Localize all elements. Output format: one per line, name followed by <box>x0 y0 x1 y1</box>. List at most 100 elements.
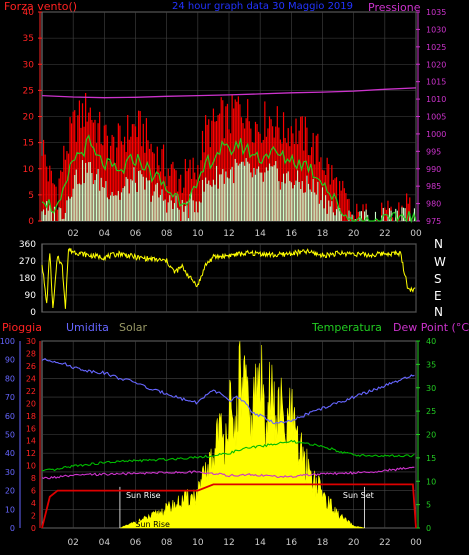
wind-y-tick-label: 40 <box>23 8 35 18</box>
rain-y-tick-label: 26 <box>26 362 36 371</box>
rain-line <box>41 483 417 529</box>
rain-y-tick-label: 4 <box>31 499 36 508</box>
wind-y-tick-label: 10 <box>23 165 35 175</box>
temperature-y-tick-label: 0 <box>426 524 431 533</box>
humidity-axis-label: Umidita <box>66 321 109 334</box>
humidity-y-tick-label: 30 <box>5 468 15 477</box>
climate-x-tick-label: 22 <box>379 538 390 548</box>
pressure-y-tick-label: 990 <box>426 165 441 174</box>
climate-x-tick-label: 10 <box>192 538 204 548</box>
wind-y-tick-label: 20 <box>23 113 35 123</box>
humidity-y-tick-label: 10 <box>5 505 15 514</box>
rain-y-tick-label: 18 <box>26 412 36 421</box>
humidity-y-tick-label: 70 <box>5 393 15 402</box>
humidity-y-tick-label: 100 <box>0 337 15 346</box>
pressure-y-tick-label: 1000 <box>426 130 446 139</box>
dewpoint-line <box>41 466 415 480</box>
rain-y-tick-label: 24 <box>26 374 36 383</box>
rain-y-tick-label: 16 <box>26 424 36 433</box>
rain-y-tick-label: 2 <box>31 512 36 521</box>
humidity-y-tick-label: 80 <box>5 374 15 383</box>
wind-y-tick-label: 15 <box>23 139 34 149</box>
climate-x-tick-label: 20 <box>348 538 360 548</box>
direction-y-tick-label: 360 <box>19 240 36 250</box>
wind-x-tick-label: 08 <box>161 229 173 239</box>
wind-x-tick-label: 00 <box>410 229 422 239</box>
wind-x-tick-label: 22 <box>379 229 390 239</box>
humidity-y-tick-label: 20 <box>5 487 15 496</box>
wind-x-tick-label: 20 <box>348 229 360 239</box>
climate-x-tick-label: 04 <box>99 538 111 548</box>
climate-x-tick-label: 08 <box>161 538 173 548</box>
sunset-annotation: Sun Set <box>343 491 374 500</box>
pressure-y-tick-label: 1035 <box>426 8 446 17</box>
temperature-y-tick-label: 15 <box>426 454 436 463</box>
rain-y-tick-label: 22 <box>26 387 36 396</box>
wind-direction-line <box>41 247 416 309</box>
temperature-y-tick-label: 30 <box>426 384 436 393</box>
climate-x-tick-label: 06 <box>130 538 142 548</box>
temperature-line <box>41 439 415 472</box>
temperature-y-tick-label: 25 <box>426 407 436 416</box>
sunrise-annotation: Sun Rise <box>126 491 161 500</box>
wind-y-tick-label: 25 <box>23 86 34 96</box>
chart-title: 24 hour graph data 30 Maggio 2019 <box>172 1 353 12</box>
wind-x-tick-label: 10 <box>192 229 204 239</box>
wind-y-tick-label: 0 <box>28 217 34 227</box>
rain-y-tick-label: 14 <box>26 437 36 446</box>
direction-y-tick-label: 180 <box>19 274 36 284</box>
rain-y-tick-label: 6 <box>31 487 36 496</box>
climate-x-tick-label: 14 <box>254 538 266 548</box>
climate-x-tick-label: 16 <box>286 538 298 548</box>
pressure-axis-label: Pressione <box>368 1 421 14</box>
pressure-line <box>41 87 417 99</box>
pressure-y-tick-label: 1025 <box>426 43 446 52</box>
rain-y-tick-label: 0 <box>31 524 36 533</box>
climate-x-tick-label: 00 <box>410 538 422 548</box>
rain-y-tick-label: 10 <box>26 462 36 471</box>
pressure-y-tick-label: 975 <box>426 217 441 226</box>
rain-y-tick-label: 12 <box>26 449 36 458</box>
pressure-y-tick-label: 1020 <box>426 60 446 69</box>
wind-x-tick-label: 06 <box>130 229 142 239</box>
wind-x-tick-label: 14 <box>254 229 266 239</box>
direction-y-tick-label: 270 <box>19 257 36 267</box>
solar-area <box>119 341 365 529</box>
wind-x-tick-label: 16 <box>286 229 298 239</box>
climate-x-tick-label: 02 <box>67 538 78 548</box>
wind-y-tick-label: 35 <box>23 34 34 44</box>
direction-y-tick-label: 90 <box>25 291 37 301</box>
humidity-y-tick-label: 60 <box>5 412 15 421</box>
pressure-y-tick-label: 995 <box>426 147 441 156</box>
direction-y-tick-label: 0 <box>30 308 36 318</box>
direction-panel: 0 90 180 270 360 <box>19 240 417 318</box>
temperature-y-tick-label: 5 <box>426 501 431 510</box>
temperature-y-tick-label: 40 <box>426 337 436 346</box>
temperature-y-tick-label: 10 <box>426 477 436 486</box>
sunrise-annotation-bottom: Sun Rise <box>135 520 170 529</box>
solar-axis-label: Solar <box>119 321 148 334</box>
wind-x-tick-label: 04 <box>99 229 111 239</box>
climate-x-tick-label: 18 <box>317 538 329 548</box>
wind-average-line <box>41 134 417 224</box>
pressure-y-tick-label: 985 <box>426 182 441 191</box>
pressure-y-tick-label: 1015 <box>426 78 446 87</box>
humidity-y-tick-label: 50 <box>5 431 15 440</box>
temperature-axis-label: Temperatura <box>311 321 382 334</box>
rain-y-tick-label: 28 <box>26 349 36 358</box>
rain-y-tick-label: 20 <box>26 399 36 408</box>
humidity-y-tick-label: 90 <box>5 356 15 365</box>
wind-y-tick-label: 5 <box>28 191 34 201</box>
temperature-y-tick-label: 20 <box>426 431 436 440</box>
dewpoint-axis-label: Dew Point (°C) <box>393 321 469 334</box>
rain-y-tick-label: 30 <box>26 337 36 346</box>
compass-n-bottom: N <box>434 305 443 319</box>
pressure-y-tick-label: 1005 <box>426 113 446 122</box>
rain-axis-label: Pioggia <box>2 321 42 334</box>
pressure-y-tick-label: 980 <box>426 200 441 209</box>
compass-s: S <box>434 272 442 286</box>
compass-e: E <box>434 289 442 303</box>
pressure-y-tick-label: 1010 <box>426 95 446 104</box>
temperature-y-tick-label: 35 <box>426 360 436 369</box>
